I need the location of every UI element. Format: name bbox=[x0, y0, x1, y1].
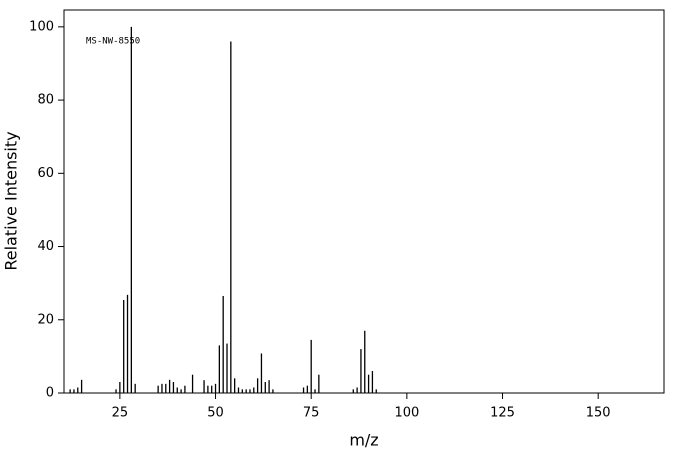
x-tick-label: 150 bbox=[586, 406, 611, 421]
x-tick-label: 75 bbox=[303, 406, 320, 421]
y-tick-label: 0 bbox=[46, 386, 54, 401]
y-tick-label: 20 bbox=[37, 312, 54, 327]
x-tick-label: 25 bbox=[112, 406, 129, 421]
y-tick-label: 80 bbox=[37, 93, 54, 108]
y-tick-label: 40 bbox=[37, 239, 54, 254]
annotation: MS-NW-8550 bbox=[86, 37, 140, 47]
x-tick-label: 100 bbox=[394, 406, 419, 421]
x-tick-label: 125 bbox=[490, 406, 515, 421]
plot-frame bbox=[63, 9, 665, 394]
y-tick-label: 60 bbox=[37, 166, 54, 181]
x-axis-label: m/z bbox=[349, 431, 378, 450]
x-tick-label: 50 bbox=[207, 406, 224, 421]
y-tick-label: 100 bbox=[29, 19, 54, 34]
y-axis-label: Relative Intensity bbox=[2, 131, 21, 270]
